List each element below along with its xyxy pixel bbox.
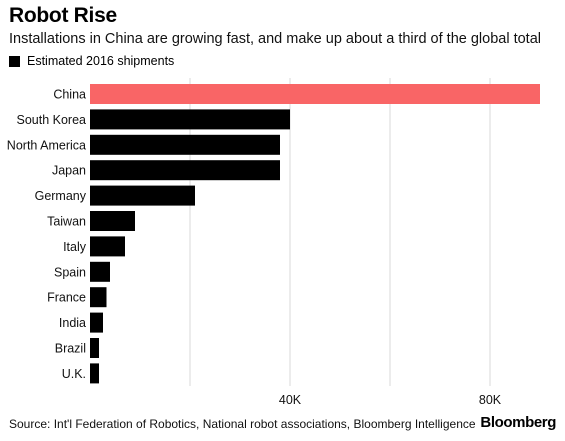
x-tick-label: 40K: [279, 393, 302, 407]
bar: [90, 236, 125, 257]
category-label: U.K.: [62, 367, 86, 381]
bar: [90, 185, 195, 206]
category-label: Brazil: [55, 342, 86, 356]
source-note: Source: Int'l Federation of Robotics, Na…: [9, 417, 476, 431]
category-label: South Korea: [17, 113, 87, 127]
chart-subtitle: Installations in China are growing fast,…: [9, 31, 541, 47]
category-label: Taiwan: [47, 215, 86, 229]
category-label: India: [59, 316, 86, 330]
bar: [90, 312, 103, 333]
bar: [90, 338, 99, 358]
legend-label: Estimated 2016 shipments: [27, 54, 175, 68]
category-label: Germany: [35, 189, 87, 203]
bar: [90, 363, 99, 384]
category-label: Italy: [63, 240, 87, 254]
category-label: China: [53, 88, 86, 102]
x-tick-label: 80K: [479, 393, 502, 407]
bar: [90, 134, 280, 155]
bar: [90, 287, 107, 308]
legend: Estimated 2016 shipments: [9, 54, 174, 68]
category-label: Japan: [52, 164, 86, 178]
chart-title: Robot Rise: [9, 4, 117, 27]
bar: [90, 84, 540, 104]
bloomberg-logo: Bloomberg: [480, 414, 556, 431]
bar: [90, 109, 290, 130]
bar: [90, 211, 135, 231]
category-label: France: [47, 291, 86, 305]
bar: [90, 160, 280, 181]
bar: [90, 261, 110, 282]
category-label: Spain: [54, 265, 86, 279]
category-label: North America: [7, 138, 86, 152]
legend-swatch: [9, 55, 20, 67]
